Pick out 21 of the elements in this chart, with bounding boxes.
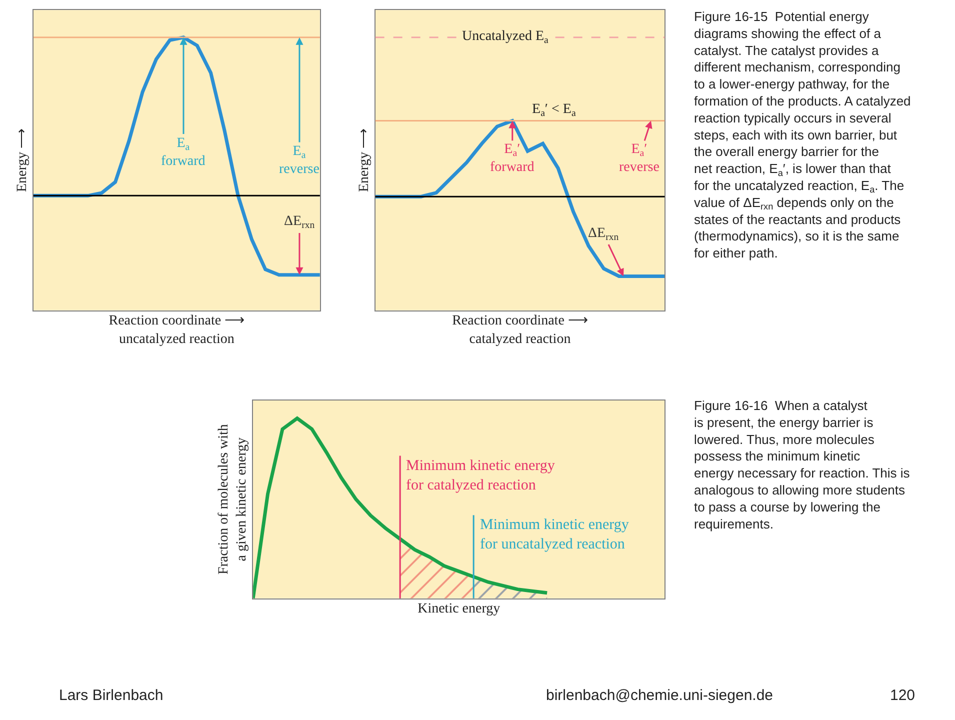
annotation: ΔE$_{rxn}$ [588,226,619,243]
text: Figure 16-15 Potential energy diagrams showing the effect of a catalyst. The catalyst provides a different mechanism, corresponding to a lower-energy pathway, for the formation of the products. A catalyzed reaction typically occurs in several steps, each with its own barrier, but the overall energy barrier for the net reaction, E$_{a}$′, is lower than that for the uncatalyzed reaction, E$_{a}$. The value of ΔE$_{rxn}$ depends only on the states of the reactants and products (thermodynamics), so it is the same for either path. [694,9,911,261]
ref-line-label: E$_{a}$′ < E$_{a}$ [532,102,576,119]
x-axis-title: Reaction coordinate ⟶ uncatalyzed reaction [108,314,245,347]
annotation: Minimum kinetic energy for uncatalyzed reaction [480,517,630,552]
text: 120 [890,687,916,704]
x-axis-title: Reaction coordinate ⟶ catalyzed reaction [452,314,588,347]
x-axis-title: Kinetic energy [418,602,500,617]
annotation: Minimum kinetic energy for catalyzed reaction [406,458,556,494]
annotation: E$_{a}$ forward [161,136,206,170]
caption: Figure 16-16 When a catalyst is present, the energy barrier is lowered. Thus, more molecules possess the minimum kinetic energy necessary for reaction. This is analogous to allowing more students to pass a course by lowering the requirements. [694,398,910,532]
annotation: ΔE$_{rxn}$ [284,214,315,231]
annotation: E$_{a}$ reverse [279,144,320,178]
y-axis-title: Energy ⟶ [15,128,30,192]
text: birlenbach@chemie.uni-siegen.de [546,687,774,704]
ref-line-label: Uncatalyzed E$_{a}$ [462,29,550,46]
annotation: E$_{a}$′ reverse [619,142,660,176]
y-axis-title: Fraction of molecules with a given kinetic energy [216,424,250,575]
text: Lars Birlenbach [59,687,164,704]
annotation: E$_{a}$′ forward [490,142,534,176]
y-axis-title: Energy ⟶ [356,128,372,192]
